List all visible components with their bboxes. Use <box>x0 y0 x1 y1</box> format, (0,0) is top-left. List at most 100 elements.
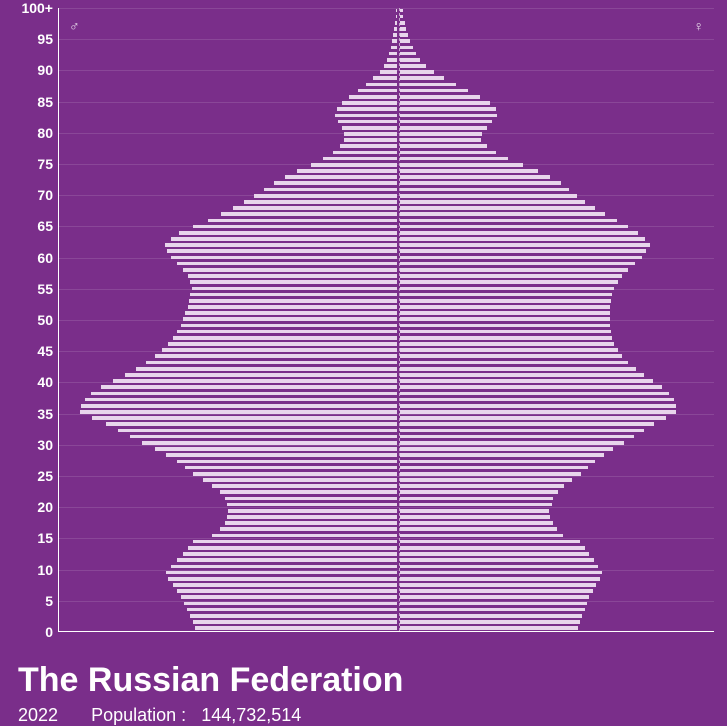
female-bar <box>400 64 426 68</box>
male-bar <box>333 151 397 155</box>
age-row <box>59 385 714 391</box>
female-bar <box>400 521 553 525</box>
female-bar <box>400 287 615 291</box>
age-row <box>59 113 714 119</box>
female-bar <box>400 626 578 630</box>
female-bar <box>400 410 676 414</box>
male-bar <box>212 484 396 488</box>
male-bar <box>193 472 397 476</box>
male-bar <box>184 602 397 606</box>
male-bar <box>221 212 397 216</box>
age-row <box>59 162 714 168</box>
female-bar <box>400 293 612 297</box>
age-row <box>59 564 714 570</box>
female-bar <box>400 83 456 87</box>
age-row <box>59 329 714 335</box>
country-title: The Russian Federation <box>18 662 403 699</box>
male-bar <box>342 101 397 105</box>
age-row <box>59 465 714 471</box>
male-bar <box>168 577 397 581</box>
male-bar <box>225 497 397 501</box>
male-bar <box>188 546 397 550</box>
male-bar <box>373 76 396 80</box>
male-bar <box>342 126 397 130</box>
y-axis-label: 60 <box>7 250 53 266</box>
male-bar <box>181 324 397 328</box>
male-bar <box>335 114 396 118</box>
age-row <box>59 101 714 107</box>
female-bar <box>400 181 561 185</box>
age-row <box>59 224 714 230</box>
male-bar <box>177 460 397 464</box>
female-bar <box>400 262 635 266</box>
age-row <box>59 82 714 88</box>
age-row <box>59 138 714 144</box>
female-bar <box>400 249 647 253</box>
female-bar <box>400 89 468 93</box>
female-bar <box>400 212 605 216</box>
male-bar <box>193 620 397 624</box>
age-row <box>59 144 714 150</box>
male-bar <box>85 398 397 402</box>
female-bar <box>400 348 618 352</box>
male-bar <box>387 58 397 62</box>
female-bar <box>400 9 403 13</box>
male-bar <box>162 348 397 352</box>
female-bar <box>400 602 587 606</box>
age-row <box>59 51 714 57</box>
male-bar <box>177 589 397 593</box>
male-bar <box>389 52 396 56</box>
male-bar <box>190 614 396 618</box>
female-bar <box>400 441 624 445</box>
age-row <box>59 478 714 484</box>
female-bar <box>400 126 487 130</box>
male-bar <box>185 466 396 470</box>
age-row <box>59 181 714 187</box>
age-row <box>59 521 714 527</box>
female-bar <box>400 324 610 328</box>
population-value: 144,732,514 <box>201 705 301 725</box>
age-row <box>59 440 714 446</box>
female-bar <box>400 52 416 56</box>
y-axis-label: 55 <box>7 281 53 297</box>
female-bar <box>400 132 482 136</box>
age-row <box>59 218 714 224</box>
age-row <box>59 20 714 26</box>
female-bar <box>400 527 558 531</box>
female-bar <box>400 342 615 346</box>
male-bar <box>227 515 397 519</box>
age-row <box>59 410 714 416</box>
y-axis-label: 0 <box>7 624 53 640</box>
age-row <box>59 373 714 379</box>
male-bar <box>392 39 396 43</box>
female-bar <box>400 311 610 315</box>
age-row <box>59 620 714 626</box>
age-row <box>59 187 714 193</box>
y-axis-label: 45 <box>7 343 53 359</box>
age-row <box>59 125 714 131</box>
y-axis-label: 70 <box>7 187 53 203</box>
female-bar <box>400 15 404 19</box>
male-bar <box>142 441 396 445</box>
female-bar <box>400 27 406 31</box>
female-bar <box>400 515 551 519</box>
age-row <box>59 274 714 280</box>
female-bar <box>400 354 623 358</box>
male-bar <box>285 175 397 179</box>
male-bar <box>220 490 397 494</box>
age-row <box>59 589 714 595</box>
male-bar <box>338 120 397 124</box>
male-bar <box>165 243 397 247</box>
female-bar <box>400 336 612 340</box>
age-row <box>59 45 714 51</box>
female-bar <box>400 534 563 538</box>
female-bar <box>400 577 600 581</box>
age-row <box>59 626 714 632</box>
female-bar <box>400 373 644 377</box>
age-row <box>59 416 714 422</box>
female-bar <box>400 385 663 389</box>
male-bar <box>92 416 397 420</box>
male-bar <box>183 268 397 272</box>
female-bar <box>400 169 538 173</box>
male-bar <box>297 169 397 173</box>
